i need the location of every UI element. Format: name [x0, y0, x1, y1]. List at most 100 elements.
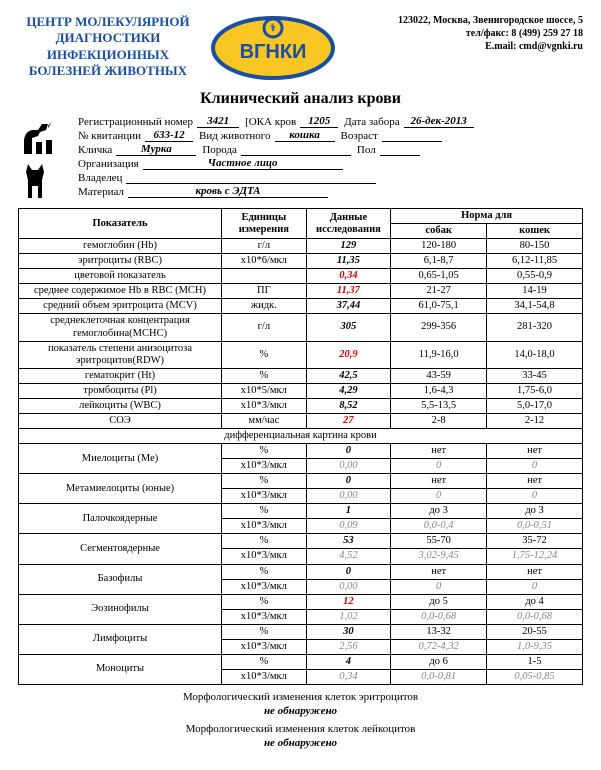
- units-cell: мм/час: [222, 413, 307, 428]
- diff-abs-value: 4,52: [306, 549, 391, 564]
- table-row: цветовой показатель0,340,65-1,050,55-0,9: [19, 269, 583, 284]
- diff-pct-value: 0: [306, 474, 391, 489]
- diff-abs-cat: 0: [487, 489, 583, 504]
- diff-abs-cat: 1,75-12,24: [487, 549, 583, 564]
- norm-dog-cell: 6,1-8,7: [391, 254, 487, 269]
- col-norm: Норма для: [391, 209, 583, 224]
- morph-result: не обнаружено: [18, 737, 583, 749]
- diff-pct-dog: нет: [391, 564, 487, 579]
- table-row: эритроциты (RBC)х10*6/мкл11,356,1-8,76,1…: [19, 254, 583, 269]
- diff-unit-abs: х10*3/мкл: [222, 609, 307, 624]
- diff-row-pct: Моноциты%4до 61-5: [19, 654, 583, 669]
- diff-pct-dog: 55-70: [391, 534, 487, 549]
- value-cell: 0,34: [306, 269, 391, 284]
- diff-unit-pct: %: [222, 564, 307, 579]
- value-cell: 27: [306, 413, 391, 428]
- morph-result: не обнаружено: [18, 705, 583, 717]
- diff-pct-cat: 35-72: [487, 534, 583, 549]
- diff-abs-value: 1,02: [306, 609, 391, 624]
- col-dogs: собак: [391, 224, 487, 239]
- diff-abs-cat: 1,0-9,35: [487, 639, 583, 654]
- diff-unit-abs: х10*3/мкл: [222, 519, 307, 534]
- table-row: средний объем эритроцита (MCV)жидк.37,44…: [19, 299, 583, 314]
- document-title: Клинический анализ крови: [18, 90, 583, 108]
- value-cell: 37,44: [306, 299, 391, 314]
- norm-dog-cell: 43-59: [391, 368, 487, 383]
- diff-row-pct: Лимфоциты%3013-3220-55: [19, 624, 583, 639]
- diff-row-pct: Эозинофилы%12до 5до 4: [19, 594, 583, 609]
- units-cell: [222, 269, 307, 284]
- name-label: Кличка: [78, 144, 112, 156]
- diff-pct-dog: нет: [391, 444, 487, 459]
- org-label: Организация: [78, 158, 139, 170]
- diff-param: Базофилы: [19, 564, 222, 594]
- units-cell: х10*3/мкл: [222, 398, 307, 413]
- value-cell: 20,9: [306, 341, 391, 368]
- diff-abs-dog: 3,02-9,45: [391, 549, 487, 564]
- table-row: СОЭмм/час272-82-12: [19, 413, 583, 428]
- diff-unit-abs: х10*3/мкл: [222, 549, 307, 564]
- norm-cat-cell: 14,0-18,0: [487, 341, 583, 368]
- diff-param: Эозинофилы: [19, 594, 222, 624]
- addr-line-1: 123022, Москва, Звенигородское шоссе, 5: [348, 14, 583, 27]
- diff-unit-abs: х10*3/мкл: [222, 489, 307, 504]
- diff-param: Метамиелоциты (юные): [19, 474, 222, 504]
- param-cell: средний объем эритроцита (MCV): [19, 299, 222, 314]
- addr-line-3: E.mail: cmd@vgnki.ru: [348, 40, 583, 53]
- diff-header-row: дифференциальная картина крови: [19, 428, 583, 443]
- date-label: Дата забора: [344, 116, 399, 128]
- morph-block: Морфологический изменения клеток лейкоци…: [18, 723, 583, 749]
- diff-pct-dog: нет: [391, 474, 487, 489]
- param-cell: цветовой показатель: [19, 269, 222, 284]
- logo-text: ВГНКИ: [240, 41, 307, 63]
- reg-value: 3421: [197, 115, 239, 128]
- value-cell: 11,37: [306, 284, 391, 299]
- col-cats: кошек: [487, 224, 583, 239]
- species-label: Вид животного: [199, 130, 270, 142]
- norm-cat-cell: 6,12-11,85: [487, 254, 583, 269]
- meta-block: Регистрационный номер 3421 [ОКА кров 120…: [18, 114, 583, 202]
- norm-cat-cell: 0,55-0,9: [487, 269, 583, 284]
- diff-abs-value: 0,00: [306, 459, 391, 474]
- units-cell: г/л: [222, 239, 307, 254]
- col-units: Единицы измерения: [222, 209, 307, 239]
- value-cell: 305: [306, 314, 391, 341]
- diff-abs-value: 0,00: [306, 489, 391, 504]
- param-cell: тромбоциты (Pl): [19, 383, 222, 398]
- diff-pct-dog: до 5: [391, 594, 487, 609]
- diff-unit-pct: %: [222, 654, 307, 669]
- diff-pct-cat: нет: [487, 444, 583, 459]
- material-label: Материал: [78, 186, 124, 198]
- norm-cat-cell: 80-150: [487, 239, 583, 254]
- norm-cat-cell: 1,75-6,0: [487, 383, 583, 398]
- diff-unit-abs: х10*3/мкл: [222, 639, 307, 654]
- diff-pct-value: 4: [306, 654, 391, 669]
- diff-pct-value: 0: [306, 564, 391, 579]
- diff-abs-cat: 0,05-0,85: [487, 669, 583, 684]
- addr-line-2: тел/факс: 8 (499) 259 27 18: [348, 27, 583, 40]
- animal-icons: [18, 114, 78, 202]
- species-value: кошка: [275, 129, 335, 142]
- col-param: Показатель: [19, 209, 222, 239]
- value-cell: 4,29: [306, 383, 391, 398]
- diff-abs-dog: 0,72-4,32: [391, 639, 487, 654]
- owner-label: Владелец: [78, 172, 122, 184]
- value-cell: 11,35: [306, 254, 391, 269]
- owner-value: [126, 171, 376, 184]
- diff-pct-cat: 20-55: [487, 624, 583, 639]
- diff-abs-dog: 0: [391, 459, 487, 474]
- units-cell: жидк.: [222, 299, 307, 314]
- reg-label: Регистрационный номер: [78, 116, 193, 128]
- diff-row-pct: Базофилы%0нетнет: [19, 564, 583, 579]
- diff-abs-dog: 0: [391, 489, 487, 504]
- value-cell: 129: [306, 239, 391, 254]
- logo: ⚕ ВГНКИ: [198, 14, 348, 82]
- param-cell: лейкоциты (WBC): [19, 398, 222, 413]
- diff-abs-cat: 0,0-0,68: [487, 609, 583, 624]
- param-cell: СОЭ: [19, 413, 222, 428]
- param-cell: эритроциты (RBC): [19, 254, 222, 269]
- diff-abs-value: 2,56: [306, 639, 391, 654]
- breed-label: Порода: [202, 144, 237, 156]
- dog-icon: [18, 118, 66, 158]
- table-row: среднее содержимое Hb в RBC (MCH)ПГ11,37…: [19, 284, 583, 299]
